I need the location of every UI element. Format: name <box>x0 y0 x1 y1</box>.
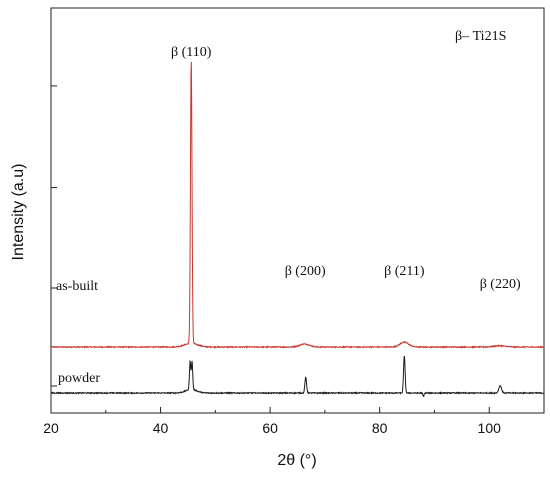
y-axis-label: Intensity (a.u) <box>10 164 27 261</box>
peak-annotations: β (110) β (200) β (211) β (220) <box>171 45 521 292</box>
x-tick-label: 60 <box>262 420 278 436</box>
x-tick-label: 100 <box>478 420 502 436</box>
legend-label: β– Ti21S <box>455 29 506 44</box>
series-label-powder: powder <box>58 371 100 386</box>
series-label-as-built: as-built <box>56 279 98 294</box>
series-layer <box>50 61 545 397</box>
peak-label: β (110) <box>171 45 212 60</box>
x-axis-label: 2θ (°) <box>277 452 316 469</box>
x-tick-label: 80 <box>372 420 388 436</box>
peak-label: β (200) <box>285 264 326 279</box>
x-tick-label: 40 <box>153 420 169 436</box>
series-line-powder <box>50 355 545 397</box>
y-axis-ticks <box>51 85 57 387</box>
x-tick-label: 20 <box>43 420 59 436</box>
peak-label: β (211) <box>384 264 425 279</box>
series-line-as-built <box>50 61 545 349</box>
peak-label: β (220) <box>480 277 521 292</box>
plot-frame <box>50 7 545 414</box>
x-axis-ticks: 20 40 60 80 100 <box>43 407 501 436</box>
